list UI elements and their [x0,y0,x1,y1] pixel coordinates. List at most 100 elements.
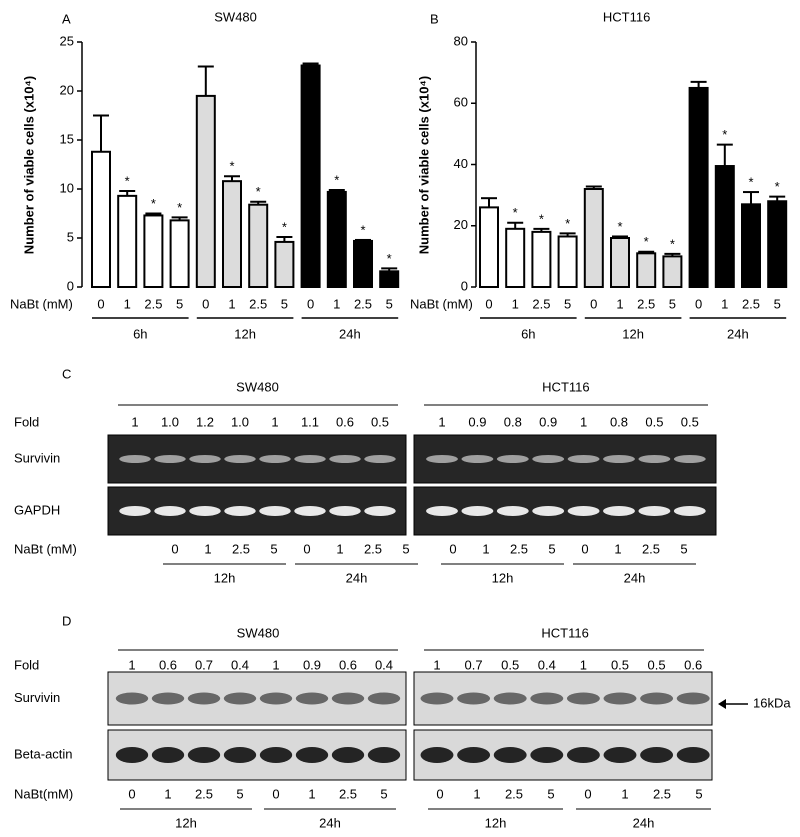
time: 12h [492,570,514,585]
bar [353,239,373,289]
fold-value: 0.9 [303,657,321,672]
dose: 1 [473,786,480,801]
band [259,455,291,463]
bar [741,203,761,288]
band [496,455,529,463]
bar [91,150,111,288]
group-label: 12h [234,326,256,341]
bar [222,180,242,288]
band [676,692,710,705]
x-tick-label: 1 [512,296,519,311]
dose: 0 [449,541,456,556]
dose: 5 [402,541,409,556]
cell-line: HCT116 [542,379,589,394]
x-tick-label: 5 [774,296,781,311]
significance: * [644,234,649,249]
x-tick-label: 5 [564,296,571,311]
band [329,506,361,516]
gel [107,434,407,484]
error-bar [612,235,628,238]
band [457,747,491,763]
band [420,692,454,705]
bar [479,206,499,288]
time: 12h [175,815,197,830]
dose: 1 [308,786,315,801]
bar [274,240,295,288]
dose-label: NaBt(mM) [14,786,73,801]
error-bar [328,188,345,192]
error-bar [355,238,371,241]
fold-value: 0.4 [231,657,249,672]
error-bar [171,216,188,221]
fold-value: 0.8 [610,414,628,429]
significance: * [256,184,261,199]
band [154,506,186,516]
band [187,692,221,705]
significance: * [151,196,156,211]
dose: 0 [436,786,443,801]
error-bar [716,143,733,167]
band [673,455,706,463]
cell-line: SW480 [237,625,280,640]
significance: * [360,222,365,237]
error-bar [769,195,786,202]
cell-line: SW480 [236,379,279,394]
fold-value: 0.9 [539,414,557,429]
x-tick-label: 0 [97,296,104,311]
group-label: 6h [133,326,147,341]
bar [636,252,657,288]
band [294,506,326,516]
band [676,747,710,763]
error-bar [145,212,162,216]
time: 24h [624,570,646,585]
dose: 5 [547,786,554,801]
band [151,692,185,705]
significance: * [748,175,753,190]
significance: * [617,219,622,234]
band [426,455,458,463]
dose: 5 [236,786,243,801]
fold-value: 1 [433,657,440,672]
error-bar [224,175,240,182]
fold-value: 1 [438,414,445,429]
x-tick-label: 0 [695,296,702,311]
time: 24h [346,570,368,585]
bar [379,270,400,289]
band [224,506,256,516]
band [426,506,458,516]
fold-label: Fold [14,657,39,672]
bar [505,227,526,288]
band [532,455,565,463]
dose: 1 [621,786,628,801]
band [496,506,529,516]
blot-label: Survivin [14,690,60,705]
bar [714,165,735,288]
band [329,455,361,463]
significance: * [387,251,392,266]
bar [583,188,604,288]
band [567,455,600,463]
band [532,506,565,516]
x-axis-label: NaBt (mM) [10,296,73,311]
bar [143,214,164,289]
band [295,747,329,763]
band [603,506,635,516]
marker-label: 16kDa [753,695,791,710]
fold-value: 0.7 [195,657,213,672]
fold-value: 0.4 [538,657,556,672]
bar [662,255,683,288]
y-tick-label: 60 [454,95,468,110]
error-bar [381,267,398,272]
fold-value: 0.6 [684,657,702,672]
dose: 2.5 [510,541,528,556]
dose: 0 [303,541,310,556]
y-tick-label: 40 [454,156,468,171]
fold-value: 1.1 [301,414,319,429]
x-tick-label: 0 [202,296,209,311]
dose: 1 [482,541,489,556]
band [603,455,635,463]
fold-value: 1 [128,657,135,672]
time: 12h [214,570,236,585]
significance: * [722,127,727,142]
y-tick-label: 25 [60,33,74,48]
